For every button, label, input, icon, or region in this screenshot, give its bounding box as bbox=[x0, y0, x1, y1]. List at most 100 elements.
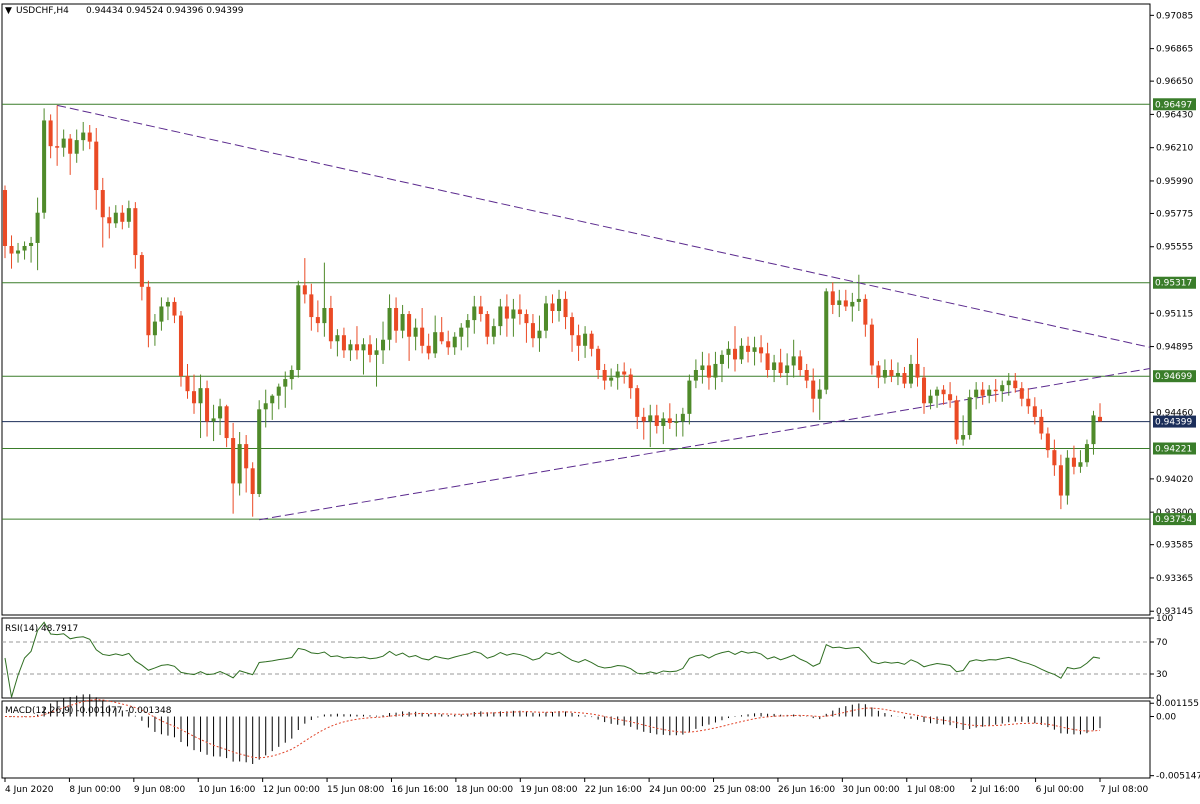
candle-body bbox=[921, 377, 927, 404]
candle-body bbox=[250, 468, 255, 495]
candle-body bbox=[354, 344, 359, 351]
candle-body bbox=[530, 323, 535, 339]
candle-body bbox=[902, 373, 907, 384]
candle-body bbox=[1026, 398, 1031, 407]
rsi-tick-label: 30 bbox=[1156, 670, 1168, 680]
rsi-layer: 100 70 30 0 bbox=[2, 614, 1173, 704]
y-tick-label: 0.96210 bbox=[1156, 144, 1193, 154]
candle-body bbox=[335, 335, 340, 342]
candle-body bbox=[139, 255, 144, 287]
candle-body bbox=[967, 397, 972, 436]
candle-body bbox=[511, 309, 516, 319]
candle-body bbox=[556, 298, 562, 312]
level-price-tag bbox=[1153, 370, 1196, 383]
candle-body bbox=[1000, 385, 1005, 392]
y-tick-label: 0.95990 bbox=[1156, 177, 1193, 187]
candle-body bbox=[948, 394, 953, 401]
candle-body bbox=[165, 301, 170, 307]
candle-body bbox=[270, 395, 275, 404]
candle-body bbox=[328, 307, 333, 342]
candle-body bbox=[778, 362, 783, 374]
level-price-label: 0.95317 bbox=[1155, 279, 1192, 289]
candle-body bbox=[1045, 433, 1050, 451]
pane-frame bbox=[1, 700, 1151, 779]
candle-body bbox=[798, 356, 803, 370]
y-tick-label: 0.95775 bbox=[1156, 209, 1193, 219]
candle-body bbox=[348, 344, 353, 351]
levels-layer bbox=[2, 103, 1150, 520]
x-tick-label: 6 Jul 00:00 bbox=[1036, 785, 1085, 795]
x-tick-label: 4 Jun 2020 bbox=[5, 785, 54, 795]
x-tick-label: 7 Jul 08:00 bbox=[1100, 785, 1149, 795]
candle-body bbox=[465, 320, 470, 328]
candle-body bbox=[817, 389, 822, 399]
candle-body bbox=[517, 309, 522, 315]
candle-body bbox=[374, 350, 379, 355]
level-price-tag bbox=[1153, 513, 1196, 526]
candle-body bbox=[850, 301, 855, 307]
ohlc-header: 0.94434 0.94524 0.94396 0.94399 bbox=[86, 6, 244, 16]
candle-body bbox=[941, 389, 946, 395]
candle-body bbox=[687, 380, 692, 414]
candle-body bbox=[1032, 406, 1037, 417]
pane-frame bbox=[1, 3, 1151, 616]
level-price-tag bbox=[1153, 98, 1196, 111]
candle-body bbox=[244, 444, 249, 469]
x-tick-label: 15 Jun 08:00 bbox=[327, 785, 384, 795]
candle-body bbox=[1065, 457, 1070, 496]
y-tick-label: 0.94020 bbox=[1156, 475, 1193, 485]
candle-body bbox=[602, 369, 607, 381]
candle-body bbox=[1052, 450, 1057, 466]
candle-body bbox=[915, 363, 920, 378]
candle-body bbox=[276, 386, 281, 396]
candle-body bbox=[191, 391, 197, 404]
trendline bbox=[57, 104, 1151, 348]
candle-body bbox=[895, 373, 900, 377]
candle-body bbox=[961, 435, 966, 440]
candle-body bbox=[791, 356, 796, 366]
candle-body bbox=[837, 300, 842, 305]
candle-body bbox=[81, 132, 86, 141]
candles-layer bbox=[2, 105, 1103, 517]
candle-body bbox=[589, 333, 594, 349]
candle-body bbox=[387, 307, 392, 340]
candle-body bbox=[126, 208, 131, 222]
candle-body bbox=[713, 363, 718, 378]
candle-body bbox=[146, 286, 151, 336]
candle-body bbox=[661, 418, 666, 426]
x-tick-label: 1 Jul 08:00 bbox=[907, 785, 956, 795]
candle-body bbox=[55, 146, 60, 148]
candle-body bbox=[35, 212, 40, 243]
candle-body bbox=[772, 362, 777, 370]
candle-body bbox=[504, 306, 509, 319]
candle-body bbox=[1019, 388, 1024, 399]
candle-body bbox=[974, 389, 979, 398]
candle-body bbox=[583, 333, 588, 346]
x-tick-label: 16 Jun 16:00 bbox=[391, 785, 448, 795]
candle-body bbox=[596, 348, 601, 370]
candle-body bbox=[302, 285, 307, 295]
level-price-tag bbox=[1153, 442, 1196, 455]
candle-body bbox=[198, 388, 203, 404]
candle-body bbox=[804, 369, 809, 381]
frame-layer bbox=[1, 3, 1151, 779]
pane-frame bbox=[1, 617, 1151, 699]
candle-body bbox=[309, 294, 314, 318]
candle-body bbox=[908, 363, 914, 384]
window-title-icon[interactable]: ▼ bbox=[5, 6, 12, 16]
candle-body bbox=[120, 212, 125, 222]
candle-body bbox=[746, 345, 751, 352]
macd-layer: 0.001155 0.00 -0.005147 bbox=[4, 694, 1200, 782]
candle-body bbox=[152, 321, 157, 336]
candle-body bbox=[16, 250, 21, 254]
candle-body bbox=[641, 416, 646, 422]
macd-tick-label: -0.005147 bbox=[1156, 772, 1200, 782]
candle-body bbox=[1071, 457, 1076, 467]
candle-body bbox=[61, 138, 66, 148]
candle-body bbox=[654, 415, 659, 426]
candle-body bbox=[452, 336, 457, 348]
candle-body bbox=[100, 190, 105, 218]
candle-body bbox=[1006, 380, 1011, 386]
candle-body bbox=[765, 353, 770, 370]
